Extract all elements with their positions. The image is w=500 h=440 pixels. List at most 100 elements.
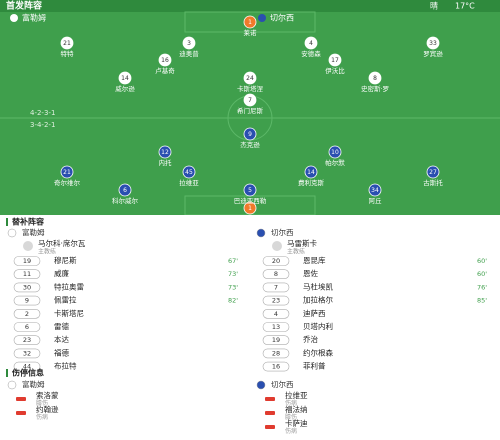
formation: 4-2-3-1 <box>30 109 55 117</box>
header-title: 首发阵容 <box>6 0 42 12</box>
player-number: 14 <box>307 169 315 176</box>
team-name: 富勒姆 <box>22 13 46 23</box>
injury-reason: 膝伤 <box>285 413 297 421</box>
player-number: 32 <box>23 349 31 357</box>
player-name: 巴迪亚西勒 <box>234 196 267 205</box>
player-name: 福德 <box>54 347 69 357</box>
injury-reason: 膝伤 <box>36 399 48 407</box>
player-name: 卡斯塔涅 <box>237 84 264 93</box>
player-number: 8 <box>274 270 278 278</box>
sub-minute: 73' <box>228 270 238 278</box>
sub-minute: 67' <box>228 257 238 265</box>
player-marker <box>243 183 257 197</box>
injury-reason: 伤病 <box>36 413 48 421</box>
player-number: 23 <box>23 336 31 344</box>
player-name: 史密斯·罗 <box>361 84 389 93</box>
player-name: 内托 <box>159 158 173 167</box>
team-name: 切尔西 <box>271 379 294 389</box>
player-marker <box>118 183 132 197</box>
player-marker <box>118 71 132 85</box>
player-marker <box>328 145 342 159</box>
player-name: 拉维亚 <box>179 178 199 187</box>
player-number: 45 <box>185 169 193 176</box>
player-number: 4 <box>309 40 313 47</box>
player-name: 桑切斯 <box>240 214 260 223</box>
player-name: 特特 <box>61 49 75 58</box>
player-name: 福法纳 <box>285 404 308 414</box>
player-name: 拉维亚 <box>285 390 308 400</box>
player-marker <box>368 183 382 197</box>
player-number: 5 <box>248 187 252 194</box>
player-number: 23 <box>272 297 280 305</box>
coach-label: 主教练 <box>287 248 305 256</box>
coach-avatar <box>23 241 33 251</box>
player-name: 杰克逊 <box>240 140 260 149</box>
player-marker <box>182 36 196 50</box>
number-pill <box>13 361 41 372</box>
player-number: 4 <box>274 310 278 318</box>
player-name: 本达 <box>54 334 69 344</box>
player-number: 6 <box>25 323 29 331</box>
player-marker <box>182 165 196 179</box>
player-name: 阿丘 <box>369 196 383 205</box>
player-marker <box>60 165 74 179</box>
player-name: 约尔根森 <box>303 347 333 357</box>
player-name: 恩佐 <box>303 268 318 278</box>
team-badge <box>258 14 266 22</box>
number-pill <box>262 282 290 293</box>
player-number: 20 <box>272 257 280 265</box>
player-name: 雷德 <box>54 321 69 331</box>
player-marker <box>304 165 318 179</box>
player-marker <box>243 15 257 29</box>
sub-minute: 73' <box>228 283 238 291</box>
player-name: 穆尼斯 <box>54 255 77 265</box>
player-name: 佩雷拉 <box>54 295 77 305</box>
player-marker <box>426 36 440 50</box>
coach-label: 主教练 <box>38 248 56 256</box>
player-number: 11 <box>23 270 31 278</box>
player-number: 28 <box>272 349 280 357</box>
bench-panel <box>0 215 500 440</box>
number-pill <box>13 348 41 359</box>
injury-icon <box>16 397 26 401</box>
player-name: 奇尔维尔 <box>54 178 81 187</box>
player-number: 17 <box>331 57 339 64</box>
coach-avatar <box>272 241 282 251</box>
number-pill <box>262 308 290 319</box>
player-number: 14 <box>121 75 129 82</box>
player-number: 3 <box>187 40 191 47</box>
player-name: 莱诺 <box>244 28 258 37</box>
team-name: 切尔西 <box>270 13 294 23</box>
player-marker <box>243 127 257 141</box>
player-number: 24 <box>246 75 254 82</box>
player-number: 16 <box>161 57 169 64</box>
player-marker <box>158 53 172 67</box>
player-name: 威尔逊 <box>115 84 135 93</box>
player-name: 特拉奥雷 <box>54 281 84 291</box>
pitch <box>0 0 500 215</box>
player-marker <box>304 36 318 50</box>
number-pill <box>262 361 290 372</box>
player-number: 16 <box>272 363 280 371</box>
injury-reason: 伤病 <box>285 399 297 407</box>
player-name: 恩昆库 <box>303 255 326 265</box>
number-pill <box>13 322 41 332</box>
player-name: 迪奥普 <box>179 49 199 58</box>
player-number: 33 <box>429 40 437 47</box>
number-pill <box>13 269 41 280</box>
player-name: 贝塔内利 <box>303 321 333 331</box>
number-pill <box>262 256 290 266</box>
player-name: 科尔威尔 <box>112 196 139 205</box>
player-number: 12 <box>161 149 169 156</box>
section-marker <box>6 369 8 377</box>
formation: 3-4-2-1 <box>30 121 55 129</box>
team-name: 富勒姆 <box>22 379 45 389</box>
number-pill <box>262 348 290 359</box>
number-pill <box>262 295 290 306</box>
number-pill <box>13 308 41 319</box>
player-name: 罗宾逊 <box>423 49 443 58</box>
player-name: 马杜埃凯 <box>303 281 333 291</box>
player-number: 8 <box>373 75 377 82</box>
team-badge <box>7 228 17 238</box>
